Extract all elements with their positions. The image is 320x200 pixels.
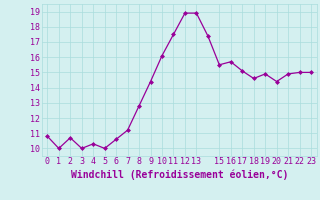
X-axis label: Windchill (Refroidissement éolien,°C): Windchill (Refroidissement éolien,°C) xyxy=(70,169,288,180)
